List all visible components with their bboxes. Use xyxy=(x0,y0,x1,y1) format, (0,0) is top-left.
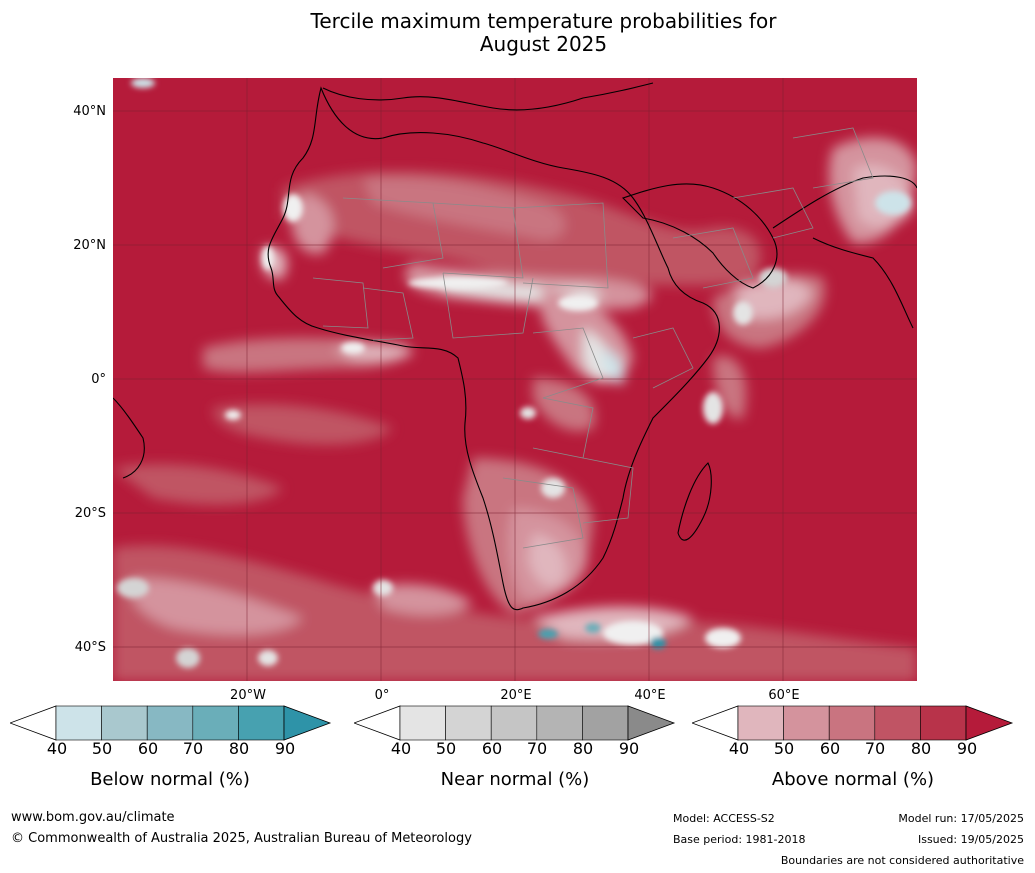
map-canvas xyxy=(113,78,917,681)
near-tick-60: 60 xyxy=(481,739,503,758)
above-colorbar-segment xyxy=(920,705,967,741)
below-normal-label: Below normal (%) xyxy=(90,769,250,790)
above-tick-60: 60 xyxy=(819,739,841,758)
below-tick-50: 50 xyxy=(91,739,113,758)
graticule xyxy=(113,78,917,681)
lon-label-60e: 60°E xyxy=(768,688,800,703)
below-colorbar-high-extend xyxy=(283,705,332,741)
boundaries-disclaimer: Boundaries are not considered authoritat… xyxy=(780,854,1024,867)
below-colorbar-segment xyxy=(101,705,148,741)
above-colorbar-segment xyxy=(783,705,830,741)
website-link[interactable]: www.bom.gov.au/climate xyxy=(11,810,175,825)
lon-label-0: 0° xyxy=(374,688,390,703)
map-title-line-1: Tercile maximum temperature probabilitie… xyxy=(310,9,777,33)
above-tick-80: 80 xyxy=(910,739,932,758)
near-colorbar-segment xyxy=(445,705,492,741)
below-colorbar-segment xyxy=(192,705,239,741)
issued-info: Issued: 19/05/2025 xyxy=(917,833,1024,846)
above-colorbar-low-extend xyxy=(692,705,739,741)
country-borders xyxy=(312,127,874,549)
below-tick-40: 40 xyxy=(46,739,68,758)
above-normal-colorbar xyxy=(692,705,1014,741)
near-normal-label: Near normal (%) xyxy=(440,769,590,790)
lat-label-40s: 40°S xyxy=(74,640,106,655)
above-colorbar-segment xyxy=(828,705,876,741)
near-tick-90: 90 xyxy=(618,739,640,758)
above-tick-90: 90 xyxy=(956,739,978,758)
model-run-info: Model run: 17/05/2025 xyxy=(898,812,1024,825)
near-tick-70: 70 xyxy=(526,739,548,758)
copyright-text: © Commonwealth of Australia 2025, Austra… xyxy=(11,831,472,846)
below-colorbar-segment xyxy=(238,705,285,741)
near-normal-colorbar xyxy=(354,705,676,741)
near-tick-40: 40 xyxy=(390,739,412,758)
near-colorbar-segment xyxy=(399,705,446,741)
below-tick-80: 80 xyxy=(228,739,250,758)
below-colorbar-segment xyxy=(55,705,102,741)
lon-label-20e: 20°E xyxy=(500,688,532,703)
coastlines xyxy=(113,82,917,611)
near-colorbar-high-extend xyxy=(627,705,676,741)
below-tick-60: 60 xyxy=(137,739,159,758)
below-tick-90: 90 xyxy=(274,739,296,758)
above-colorbar-segment xyxy=(737,705,784,741)
base-period-info: Base period: 1981-2018 xyxy=(673,833,806,846)
below-normal-colorbar xyxy=(10,705,332,741)
near-tick-50: 50 xyxy=(435,739,457,758)
near-colorbar-segment xyxy=(536,705,583,741)
lat-label-20s: 20°S xyxy=(74,506,106,521)
above-tick-40: 40 xyxy=(728,739,750,758)
lon-label-20w: 20°W xyxy=(230,688,266,703)
above-tick-50: 50 xyxy=(773,739,795,758)
lon-label-40e: 40°E xyxy=(634,688,666,703)
probability-map xyxy=(113,78,917,681)
below-tick-70: 70 xyxy=(182,739,204,758)
below-colorbar-segment xyxy=(146,705,194,741)
model-info: Model: ACCESS-S2 xyxy=(673,812,775,825)
above-tick-70: 70 xyxy=(864,739,886,758)
near-colorbar-low-extend xyxy=(354,705,401,741)
below-colorbar-low-extend xyxy=(10,705,57,741)
near-tick-80: 80 xyxy=(572,739,594,758)
above-colorbar-segment xyxy=(874,705,921,741)
lat-label-20n: 20°N xyxy=(73,238,106,253)
above-normal-label: Above normal (%) xyxy=(771,769,935,790)
above-colorbar-high-extend xyxy=(965,705,1014,741)
map-title-line-2: August 2025 xyxy=(479,32,608,56)
near-colorbar-segment xyxy=(490,705,538,741)
lat-label-0: 0° xyxy=(91,372,106,387)
lat-label-40n: 40°N xyxy=(73,104,106,119)
near-colorbar-segment xyxy=(582,705,629,741)
